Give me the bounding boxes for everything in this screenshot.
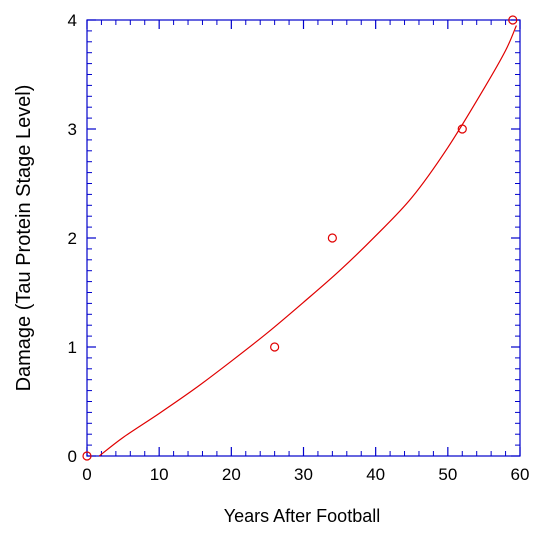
- y-tick-label: 0: [68, 447, 77, 466]
- data-point: [270, 342, 280, 352]
- y-tick-label: 4: [68, 11, 77, 30]
- data-points-layer: [82, 15, 518, 461]
- x-tick-label: 0: [82, 465, 91, 484]
- y-tick-label: 1: [68, 338, 77, 357]
- data-point: [327, 233, 337, 243]
- fit-curve: [98, 25, 517, 457]
- y-axis-title: Damage (Tau Protein Stage Level): [13, 85, 35, 392]
- x-tick-label: 20: [222, 465, 241, 484]
- y-tick-label: 3: [68, 120, 77, 139]
- x-axis-ticks: [86, 20, 521, 456]
- data-point: [457, 124, 467, 134]
- fit-curve-layer: [98, 25, 517, 457]
- x-tick-label: 50: [438, 465, 457, 484]
- x-tick-label: 60: [511, 465, 530, 484]
- data-point: [82, 451, 92, 461]
- y-tick-label: 2: [68, 229, 77, 248]
- y-axis-ticks: [87, 19, 520, 457]
- x-tick-label: 30: [294, 465, 313, 484]
- y-axis-tick-labels: 0 1 2 3 4: [68, 11, 77, 466]
- x-axis-title: Years After Football: [224, 506, 380, 526]
- x-axis-tick-labels: 0 10 20 30 40 50 60: [82, 465, 529, 484]
- x-tick-label: 40: [366, 465, 385, 484]
- plot-frame: [86, 19, 521, 457]
- data-point: [508, 15, 518, 25]
- plot-border: [86, 19, 521, 457]
- x-tick-label: 10: [150, 465, 169, 484]
